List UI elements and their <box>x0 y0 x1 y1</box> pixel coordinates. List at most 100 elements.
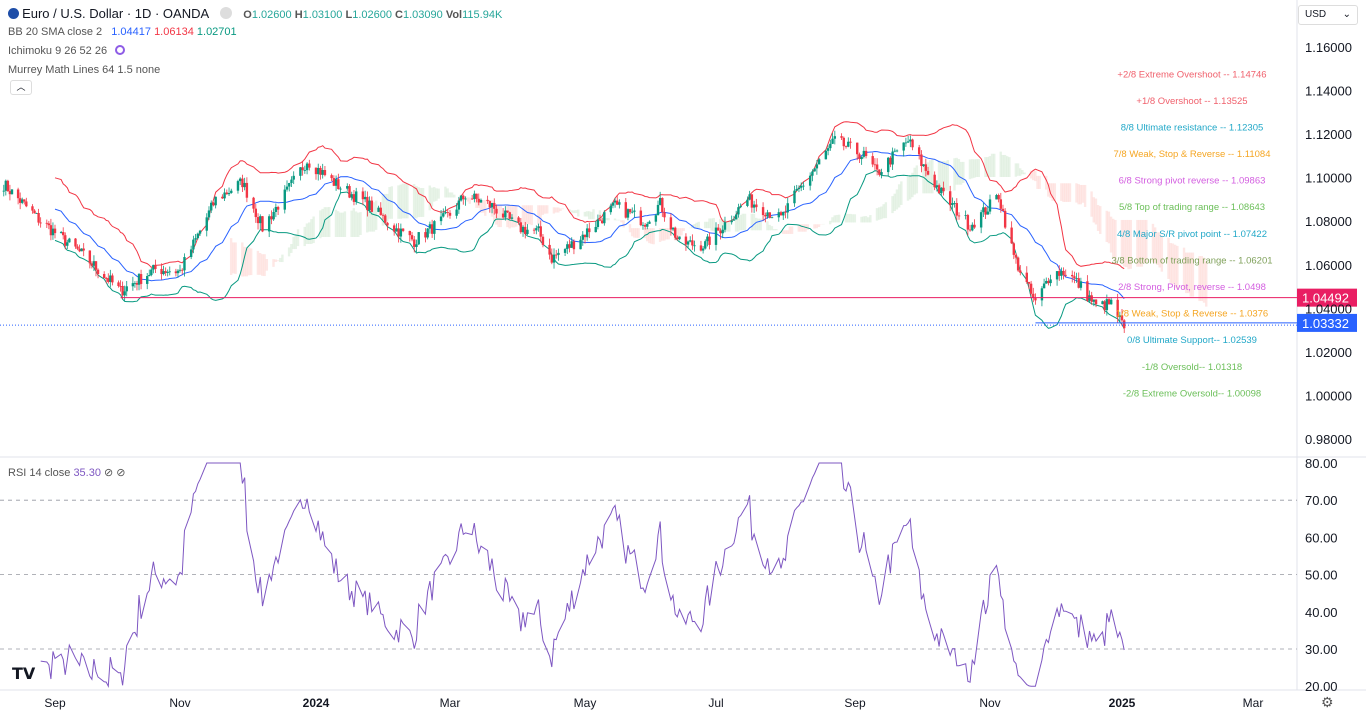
candle-body <box>539 226 542 237</box>
candle-body <box>1034 298 1037 301</box>
cloud-segment <box>846 213 850 223</box>
cloud-segment <box>229 238 233 275</box>
cloud-segment <box>1083 184 1087 207</box>
candle-body <box>96 269 100 275</box>
candle <box>813 168 816 172</box>
cloud-segment <box>1176 245 1179 290</box>
candle <box>105 276 108 284</box>
cloud-segment <box>817 224 821 227</box>
bb-lower-value: 1.02701 <box>196 26 237 38</box>
candle <box>102 271 106 279</box>
candle <box>748 190 751 201</box>
candle-body <box>833 136 837 139</box>
cloud-segment <box>1053 183 1057 201</box>
candle <box>886 156 890 176</box>
settings-gear-icon[interactable]: ⚙ <box>1321 694 1334 710</box>
candle-body <box>314 167 318 175</box>
cloud-segment <box>790 226 794 234</box>
candle <box>78 244 81 253</box>
cloud-segment <box>1051 183 1054 201</box>
candle <box>446 209 449 218</box>
cloud-segment <box>1173 244 1177 288</box>
cloud-segment <box>325 207 329 237</box>
candle-body <box>953 203 956 204</box>
candle-body <box>813 168 816 172</box>
candle-body <box>415 244 418 247</box>
symbol-title[interactable]: Euro / U.S. Dollar · 1D · OANDA <box>22 6 210 21</box>
candle-body <box>732 219 736 221</box>
candle <box>207 206 211 220</box>
candle-body <box>225 192 229 195</box>
candle-body <box>348 186 351 198</box>
candle-body <box>119 285 122 287</box>
candle <box>178 264 182 273</box>
candle <box>609 203 612 215</box>
candle <box>337 173 340 190</box>
cloud-segment <box>1105 210 1108 242</box>
candle <box>583 234 587 244</box>
ichimoku-legend[interactable]: Ichimoku 9 26 52 26 <box>8 45 126 57</box>
candle-body <box>241 178 244 188</box>
candle-body <box>1016 257 1020 271</box>
candle <box>628 208 632 215</box>
candle <box>370 196 374 213</box>
cloud-segment <box>750 213 753 231</box>
cloud-segment <box>1138 219 1141 267</box>
cloud-segment <box>1189 252 1192 297</box>
cloud-segment <box>944 161 947 191</box>
cloud-segment <box>676 228 679 238</box>
time-axis-label: Mar <box>440 696 461 710</box>
candle <box>363 190 367 203</box>
candle-body <box>669 217 673 230</box>
candle <box>842 136 845 151</box>
cloud-segment <box>1120 219 1124 264</box>
candle-body <box>671 227 675 230</box>
candle <box>526 224 529 236</box>
minimize-icon[interactable] <box>220 7 233 19</box>
time-axis-label: Jul <box>708 696 723 710</box>
candle <box>1025 266 1028 284</box>
currency-select[interactable]: USD ⌄ <box>1298 5 1358 25</box>
cloud-segment <box>1125 219 1128 268</box>
cloud-segment <box>1185 252 1188 294</box>
cloud-segment <box>354 211 358 237</box>
candle-body <box>413 239 416 247</box>
candle-body <box>782 211 785 216</box>
candle-body <box>537 226 540 229</box>
candle <box>719 228 722 240</box>
candle-body <box>439 216 443 222</box>
cloud-segment <box>305 223 309 244</box>
tradingview-logo[interactable]: TV <box>12 664 36 683</box>
candle <box>49 218 53 241</box>
candle-body <box>847 141 850 147</box>
candle-body <box>53 228 57 234</box>
candle <box>935 180 939 192</box>
candle <box>1062 267 1065 280</box>
candle <box>768 212 772 219</box>
candle <box>811 169 814 182</box>
candle <box>288 182 291 192</box>
cloud-segment <box>1044 175 1048 190</box>
time-axis-label: Sep <box>844 696 866 710</box>
candle <box>53 224 57 239</box>
price-axis-label: 1.00000 <box>1305 388 1352 403</box>
candle <box>317 163 320 181</box>
rsi-legend[interactable]: RSI 14 close 35.30 ⊘ ⊘ <box>8 466 126 479</box>
candle <box>135 280 139 291</box>
cloud-segment <box>1049 183 1052 198</box>
candle-body <box>917 147 921 155</box>
candle <box>272 208 275 221</box>
candle-body <box>270 216 273 220</box>
cloud-segment <box>281 254 284 263</box>
cloud-segment <box>1153 227 1157 264</box>
bb-legend[interactable]: BB 20 SMA close 2 1.04417 1.06134 1.0270… <box>8 26 237 38</box>
candle <box>669 213 673 236</box>
candle-body <box>303 170 307 171</box>
candle-body <box>477 198 480 203</box>
murrey-legend[interactable]: Murrey Math Lines 64 1.5 none <box>8 64 160 76</box>
candle <box>997 193 1000 203</box>
candle-body <box>189 249 193 258</box>
time-axis-label: Nov <box>169 696 190 710</box>
collapse-legend-button[interactable]: ︿ <box>10 80 32 95</box>
